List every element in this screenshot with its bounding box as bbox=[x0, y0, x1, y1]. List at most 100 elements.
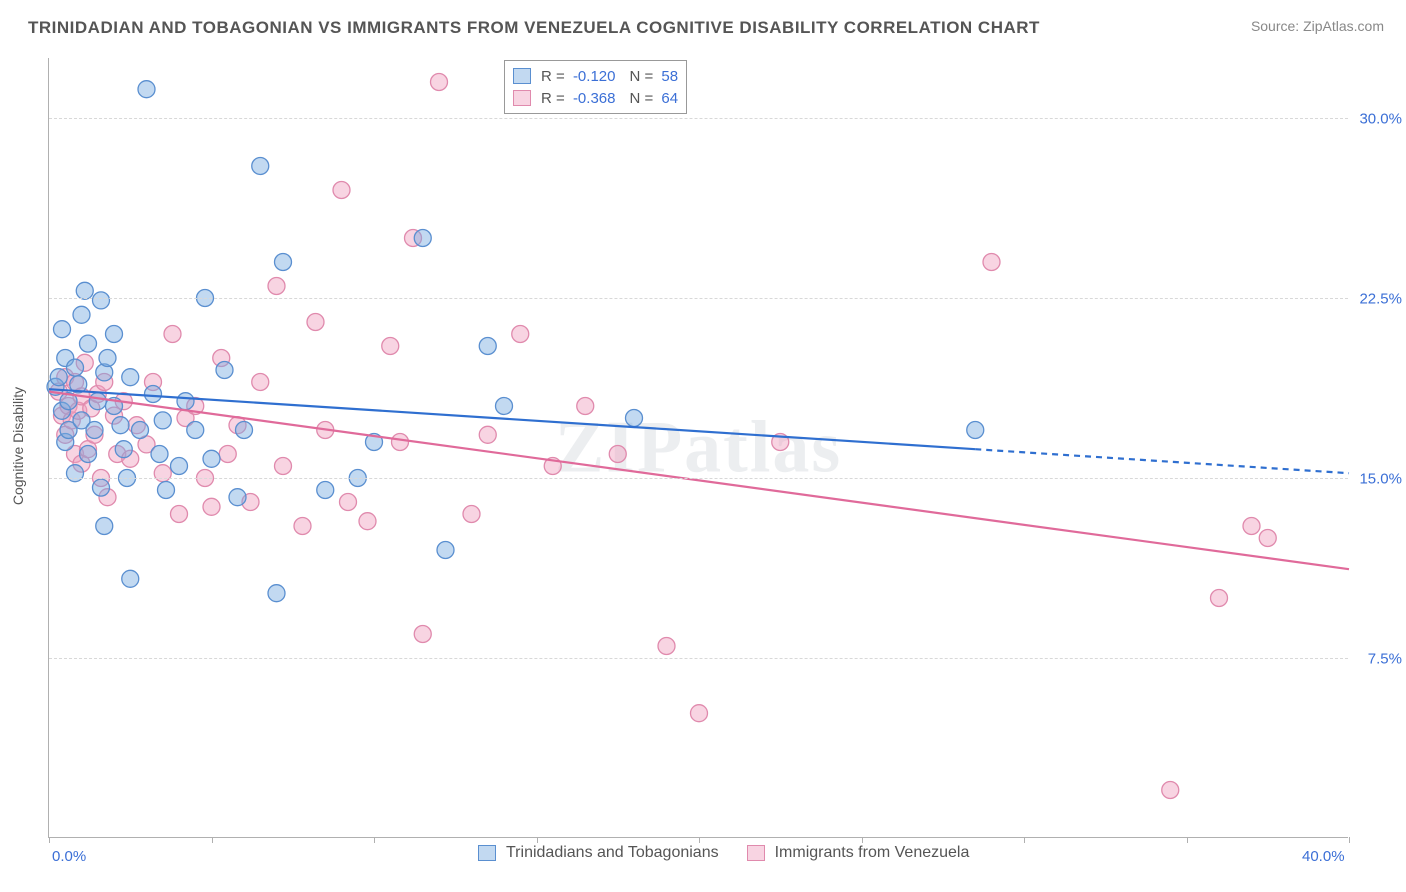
scatter-point-trinidad bbox=[122, 570, 139, 587]
scatter-point-venezuela bbox=[219, 446, 236, 463]
legend-series-label: Trinidadians and Tobagonians bbox=[506, 844, 719, 862]
gridline: 22.5% bbox=[49, 298, 1348, 299]
gridline: 15.0% bbox=[49, 478, 1348, 479]
scatter-point-venezuela bbox=[268, 278, 285, 295]
yaxis-tick-label: 30.0% bbox=[1359, 111, 1402, 128]
scatter-point-trinidad bbox=[145, 386, 162, 403]
scatter-point-trinidad bbox=[122, 369, 139, 386]
scatter-point-venezuela bbox=[154, 465, 171, 482]
scatter-point-trinidad bbox=[236, 422, 253, 439]
scatter-point-trinidad bbox=[76, 282, 93, 299]
legend-r-value: -0.368 bbox=[573, 90, 616, 107]
legend-row-trinidad: R = -0.120 N = 58 bbox=[513, 65, 678, 87]
xaxis-tick bbox=[374, 837, 375, 843]
scatter-point-venezuela bbox=[609, 446, 626, 463]
scatter-point-venezuela bbox=[275, 458, 292, 475]
scatter-point-trinidad bbox=[99, 350, 116, 367]
scatter-point-trinidad bbox=[151, 446, 168, 463]
gridline: 30.0% bbox=[49, 118, 1348, 119]
plot-area: ZIPatlas 7.5%15.0%22.5%30.0% R = -0.120N… bbox=[48, 58, 1348, 838]
scatter-point-trinidad bbox=[216, 362, 233, 379]
scatter-point-trinidad bbox=[96, 518, 113, 535]
yaxis-tick-label: 7.5% bbox=[1368, 651, 1402, 668]
xaxis-tick bbox=[49, 837, 50, 843]
scatter-point-venezuela bbox=[392, 434, 409, 451]
scatter-point-venezuela bbox=[1243, 518, 1260, 535]
scatter-point-trinidad bbox=[115, 441, 132, 458]
scatter-point-venezuela bbox=[1211, 590, 1228, 607]
scatter-point-venezuela bbox=[512, 326, 529, 343]
source-label: Source: ZipAtlas.com bbox=[1251, 18, 1384, 34]
xaxis-tick bbox=[1187, 837, 1188, 843]
legend-series-item-trinidad: Trinidadians and Tobagonians bbox=[478, 844, 719, 862]
xaxis-tick bbox=[699, 837, 700, 843]
scatter-point-trinidad bbox=[67, 359, 84, 376]
scatter-point-venezuela bbox=[307, 314, 324, 331]
scatter-point-venezuela bbox=[431, 74, 448, 91]
scatter-point-venezuela bbox=[983, 254, 1000, 271]
scatter-point-venezuela bbox=[577, 398, 594, 415]
chart-container: TRINIDADIAN AND TOBAGONIAN VS IMMIGRANTS… bbox=[0, 0, 1406, 892]
scatter-svg bbox=[49, 58, 1348, 837]
scatter-point-venezuela bbox=[1162, 782, 1179, 799]
legend-r-label: R = bbox=[541, 68, 569, 85]
legend-row-venezuela: R = -0.368N = 64 bbox=[513, 87, 678, 109]
scatter-point-venezuela bbox=[340, 494, 357, 511]
scatter-point-trinidad bbox=[154, 412, 171, 429]
scatter-point-venezuela bbox=[479, 426, 496, 443]
scatter-point-venezuela bbox=[463, 506, 480, 523]
scatter-point-venezuela bbox=[1259, 530, 1276, 547]
scatter-point-trinidad bbox=[80, 446, 97, 463]
trendline-extrapolated-trinidad bbox=[975, 449, 1349, 473]
gridline: 7.5% bbox=[49, 658, 1348, 659]
scatter-point-venezuela bbox=[414, 626, 431, 643]
scatter-point-trinidad bbox=[86, 422, 103, 439]
legend-n-value: 64 bbox=[661, 90, 678, 107]
scatter-point-venezuela bbox=[294, 518, 311, 535]
scatter-point-trinidad bbox=[73, 306, 90, 323]
legend-series: Trinidadians and Tobagonians Immigrants f… bbox=[478, 844, 997, 862]
scatter-point-trinidad bbox=[106, 326, 123, 343]
legend-n-value: 58 bbox=[661, 68, 678, 85]
legend-swatch-icon bbox=[513, 90, 531, 106]
scatter-point-trinidad bbox=[171, 458, 188, 475]
legend-n-label: N = bbox=[629, 90, 657, 107]
xaxis-tick bbox=[212, 837, 213, 843]
legend-swatch-icon bbox=[513, 68, 531, 84]
xaxis-tick bbox=[862, 837, 863, 843]
scatter-point-trinidad bbox=[275, 254, 292, 271]
xaxis-max-label: 40.0% bbox=[1302, 848, 1345, 865]
chart-title: TRINIDADIAN AND TOBAGONIAN VS IMMIGRANTS… bbox=[28, 18, 1040, 38]
scatter-point-venezuela bbox=[658, 638, 675, 655]
scatter-point-trinidad bbox=[158, 482, 175, 499]
legend-r-value: -0.120 bbox=[573, 68, 616, 85]
scatter-point-trinidad bbox=[93, 292, 110, 309]
scatter-point-trinidad bbox=[268, 585, 285, 602]
scatter-point-venezuela bbox=[382, 338, 399, 355]
scatter-point-trinidad bbox=[203, 450, 220, 467]
scatter-point-trinidad bbox=[132, 422, 149, 439]
scatter-point-venezuela bbox=[203, 498, 220, 515]
scatter-point-trinidad bbox=[93, 479, 110, 496]
scatter-point-venezuela bbox=[359, 513, 376, 530]
legend-series-label: Immigrants from Venezuela bbox=[775, 844, 970, 862]
xaxis-tick bbox=[1349, 837, 1350, 843]
yaxis-tick-label: 15.0% bbox=[1359, 471, 1402, 488]
scatter-point-trinidad bbox=[437, 542, 454, 559]
scatter-point-venezuela bbox=[171, 506, 188, 523]
scatter-point-venezuela bbox=[252, 374, 269, 391]
legend-correlation: R = -0.120 N = 58R = -0.368 N = 64 bbox=[504, 60, 687, 114]
scatter-point-trinidad bbox=[414, 230, 431, 247]
yaxis-tick-label: 22.5% bbox=[1359, 291, 1402, 308]
legend-n-label: N = bbox=[629, 68, 657, 85]
legend-swatch-icon bbox=[478, 845, 496, 861]
xaxis-tick bbox=[537, 837, 538, 843]
scatter-point-trinidad bbox=[177, 393, 194, 410]
trendline-venezuela bbox=[49, 392, 1349, 570]
scatter-point-trinidad bbox=[252, 158, 269, 175]
yaxis-title: Cognitive Disability bbox=[10, 387, 26, 505]
scatter-point-trinidad bbox=[317, 482, 334, 499]
xaxis-tick bbox=[1024, 837, 1025, 843]
legend-series-item-venezuela: Immigrants from Venezuela bbox=[747, 844, 970, 862]
scatter-point-venezuela bbox=[691, 705, 708, 722]
